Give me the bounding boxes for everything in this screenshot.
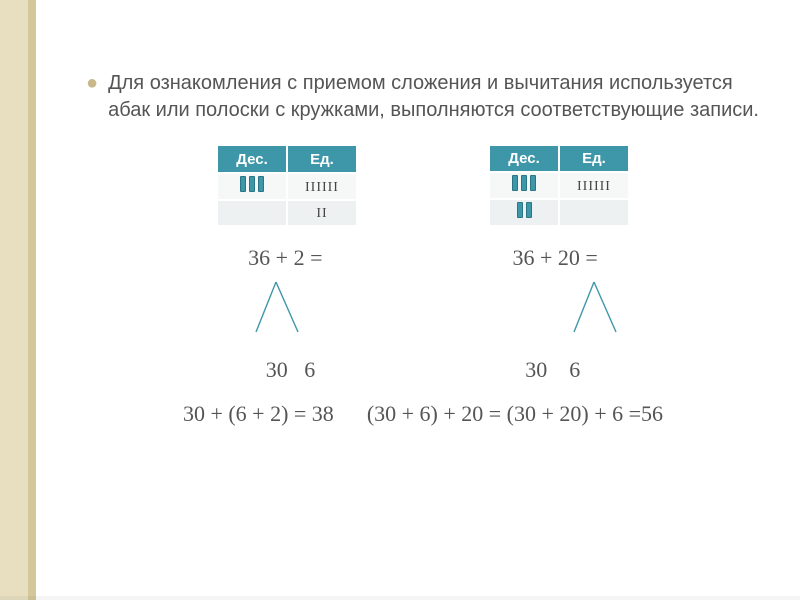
th-tens: Дес.: [217, 145, 287, 173]
table-row: IIIIII: [489, 172, 629, 199]
cell-tens: [489, 199, 559, 226]
cell-units: [559, 199, 629, 226]
bullet-icon: ●: [86, 70, 98, 96]
table-row: [489, 199, 629, 226]
result-row: 30 + (6 + 2) = 38 (30 + 6) + 20 = (30 + …: [86, 401, 760, 427]
place-value-table-right: Дес. Ед. IIIIII: [488, 144, 630, 227]
th-units: Ед.: [559, 145, 629, 172]
cell-units: IIIIII: [287, 173, 357, 200]
th-tens: Дес.: [489, 145, 559, 172]
bottom-shadow: [0, 596, 800, 600]
tens-sticks-icon: [517, 202, 532, 218]
table-row: IIIIII: [217, 173, 357, 200]
slide-content: ● Для ознакомления с приемом сложения и …: [36, 0, 800, 600]
tree-right-icon: [566, 277, 626, 337]
cell-tens: [489, 172, 559, 199]
result-right: (30 + 6) + 20 = (30 + 20) + 6 =56: [367, 401, 663, 426]
table-row: II: [217, 200, 357, 226]
cell-units: IIIIII: [559, 172, 629, 199]
result-left: 30 + (6 + 2) = 38: [183, 401, 334, 426]
paragraph-text: Для ознакомления с приемом сложения и вы…: [108, 70, 760, 124]
tens-sticks-icon: [512, 175, 536, 191]
tables-row: Дес. Ед. IIIIII II Дес. Ед.: [86, 144, 760, 227]
tens-sticks-icon: [240, 176, 264, 192]
split-values-row: 30 6 30 6: [86, 357, 760, 383]
slide-left-border: [0, 0, 36, 600]
cell-tens: [217, 173, 287, 200]
equation-right: 36 + 20 =: [513, 245, 598, 271]
bullet-paragraph: ● Для ознакомления с приемом сложения и …: [86, 70, 760, 124]
tree-left-icon: [248, 277, 308, 337]
split-left: 30 6: [266, 357, 316, 383]
cell-tens: [217, 200, 287, 226]
equation-left: 36 + 2 =: [248, 245, 322, 271]
th-units: Ед.: [287, 145, 357, 173]
split-right: 30 6: [525, 357, 580, 383]
place-value-table-left: Дес. Ед. IIIIII II: [216, 144, 358, 227]
decomposition-trees: [86, 277, 760, 357]
equations-row: 36 + 2 = 36 + 20 =: [86, 245, 760, 271]
cell-units: II: [287, 200, 357, 226]
